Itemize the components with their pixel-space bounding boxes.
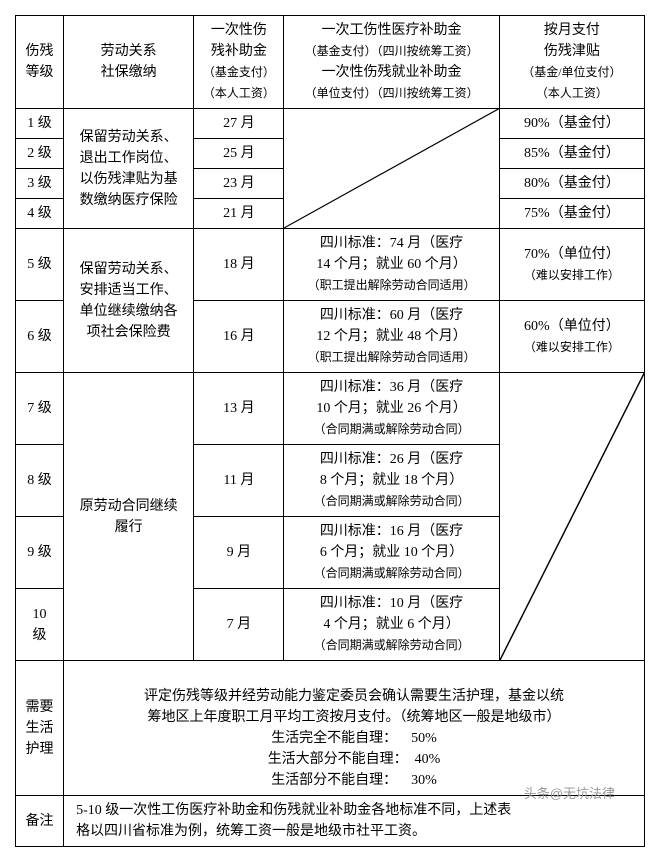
cell-monthly: 90%（基金付）: [499, 109, 644, 139]
hdr-level: 伤残等级: [16, 16, 64, 109]
table-row: 7 级 原劳动合同继续履行 13 月 四川标准：36 月（医疗10 个月；就业 …: [16, 373, 645, 445]
hdr-labor: 劳动关系社保缴纳: [64, 16, 194, 109]
table-row: 5 级 保留劳动关系、安排适当工作、单位继续缴纳各项社会保险费 18 月 四川标…: [16, 229, 645, 301]
cell-diag-7-10: [499, 373, 644, 661]
cell-labor-5-6: 保留劳动关系、安排适当工作、单位继续缴纳各项社会保险费: [64, 229, 194, 373]
care-row: 需要生活护理 评定伤残等级并经劳动能力鉴定委员会确认需要生活护理，基金以统 筹地…: [16, 661, 645, 796]
cell-labor-1-4: 保留劳动关系、退出工作岗位、以伤残津贴为基数缴纳医疗保险: [64, 109, 194, 229]
cell-labor-7-10: 原劳动合同继续履行: [64, 373, 194, 661]
note-row: 备注 5-10 级一次性工伤医疗补助金和伤残就业补助金各地标准不同，上述表格以四…: [16, 796, 645, 847]
hdr-lump: 一次性伤残补助金 （基金支付） （本人工资）: [194, 16, 284, 109]
cell-diag-1-4: [284, 109, 499, 229]
hdr-medical: 一次工伤性医疗补助金 （基金支付）（四川按统筹工资） 一次性伤残就业补助金 （单…: [284, 16, 499, 109]
table-header-row: 伤残等级 劳动关系社保缴纳 一次性伤残补助金 （基金支付） （本人工资） 一次工…: [16, 16, 645, 109]
disability-compensation-table: 伤残等级 劳动关系社保缴纳 一次性伤残补助金 （基金支付） （本人工资） 一次工…: [15, 15, 645, 847]
table-row: 1 级 保留劳动关系、退出工作岗位、以伤残津贴为基数缴纳医疗保险 27 月 90…: [16, 109, 645, 139]
hdr-monthly: 按月支付伤残津贴 （基金/单位支付） （本人工资）: [499, 16, 644, 109]
cell-months: 27 月: [194, 109, 284, 139]
cell-lvl: 1 级: [16, 109, 64, 139]
